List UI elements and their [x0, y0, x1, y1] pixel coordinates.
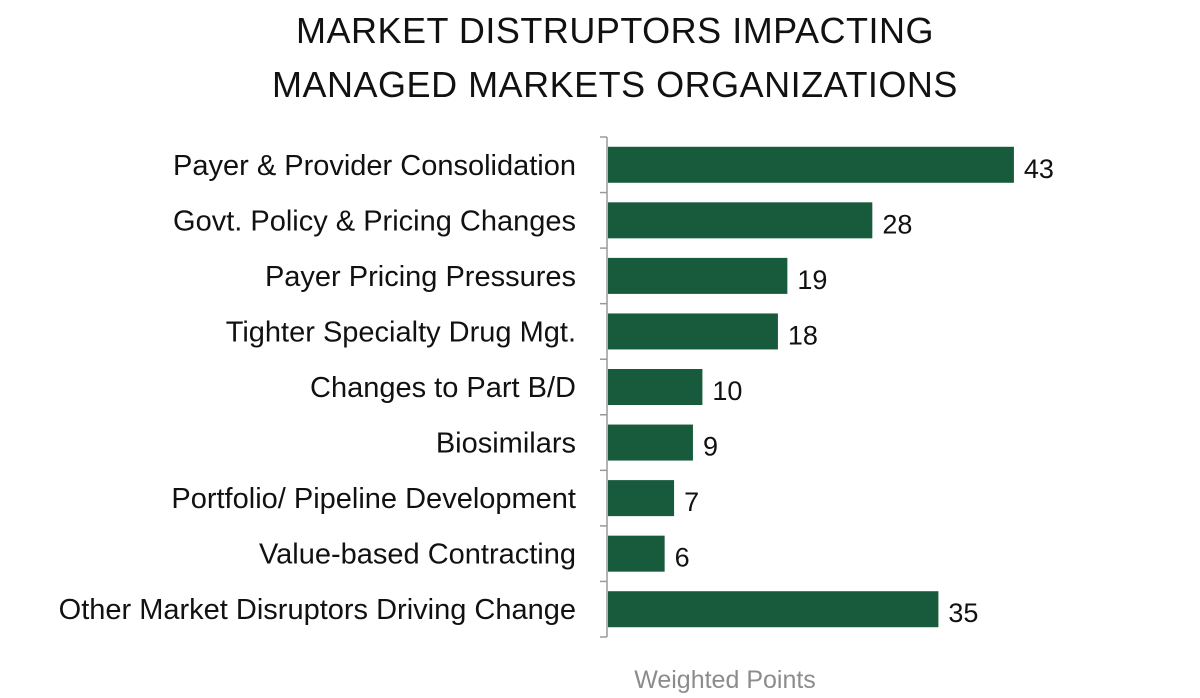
- value-label: 19: [797, 265, 827, 295]
- category-label: Payer Pricing Pressures: [265, 261, 576, 293]
- bar: [608, 313, 778, 350]
- category-label: Govt. Policy & Pricing Changes: [173, 205, 576, 237]
- bar: [608, 535, 665, 572]
- category-label: Value-based Contracting: [259, 539, 576, 571]
- value-label: 10: [712, 376, 742, 406]
- value-label: 6: [675, 543, 690, 573]
- bar: [608, 369, 703, 405]
- chart-title: MARKET DISTRUPTORS IMPACTING MANAGED MAR…: [0, 4, 1200, 112]
- bar: [608, 480, 675, 517]
- bar: [608, 146, 1014, 183]
- chart-title-line-1: MARKET DISTRUPTORS IMPACTING: [295, 10, 935, 51]
- labels-layer: Payer & Provider Consolidation 43 Govt. Po…: [59, 150, 1054, 628]
- bar: [608, 591, 939, 628]
- value-label: 35: [948, 598, 978, 628]
- category-label: Other Market Disruptors Driving Change: [59, 594, 576, 626]
- category-label: Tighter Specialty Drug Mgt.: [226, 316, 576, 348]
- chart-title-line-2: MANAGED MARKETS ORGANIZATIONS: [272, 64, 958, 105]
- bar: [608, 424, 693, 461]
- value-label: 7: [684, 487, 699, 517]
- x-axis-label: Weighted Points: [634, 666, 816, 694]
- value-label: 28: [882, 209, 912, 239]
- value-label: 18: [788, 320, 818, 350]
- category-label: Changes to Part B/D: [310, 372, 576, 404]
- value-label: 43: [1024, 154, 1054, 184]
- axis-layer: [600, 136, 608, 638]
- bar: [608, 257, 788, 294]
- bar: [608, 202, 873, 239]
- category-label: Portfolio/ Pipeline Development: [171, 483, 576, 515]
- category-label: Biosimilars: [436, 428, 576, 460]
- value-label: 9: [703, 432, 718, 462]
- category-label: Payer & Provider Consolidation: [173, 150, 576, 182]
- bars-layer: [608, 146, 1014, 628]
